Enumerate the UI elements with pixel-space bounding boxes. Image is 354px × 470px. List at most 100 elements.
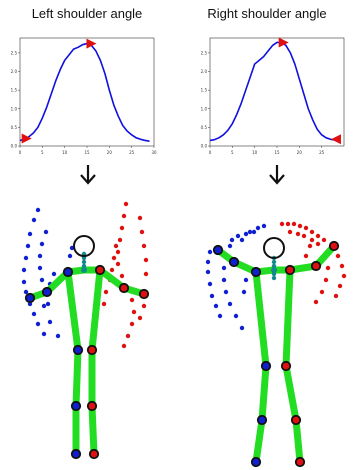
right-trajectory-dot [309,229,315,235]
plot-frame [209,37,345,147]
right-trajectory-dot [323,277,329,283]
skeleton-bone [258,362,270,424]
right-trajectory-dot [321,237,327,243]
x-tick-label: 15 [274,150,280,155]
x-tick-label: 5 [41,150,44,155]
y-tick-label: 1.0 [11,106,18,111]
right-trajectory-dot [319,289,325,295]
right-trajectory-dot [143,257,149,263]
skeleton-bone [252,416,266,466]
right-trajectory-dot [143,271,149,277]
left-trajectory-dot [251,229,257,235]
left-trajectory-dot [51,271,57,277]
right-trajectory-dot [129,321,135,327]
y-tick-label: 1.5 [11,88,18,93]
left-joint-marker [72,344,84,356]
right-pose-skeleton-figure [205,221,347,468]
left-trajectory-dot [217,313,223,319]
y-tick-label: 0.0 [11,144,18,149]
left-trajectory-dot [243,231,249,237]
left-trajectory-dot [37,265,43,271]
left-joint-marker [41,286,53,298]
right-joint-marker [280,360,292,372]
right-joint-marker [290,414,302,426]
right-joint-marker [284,264,296,276]
skeleton-bone [282,266,294,370]
right-trajectory-dot [285,221,291,227]
right-trajectory-dot [341,273,347,279]
right-trajectory-dot [335,253,341,259]
left-trajectory-dot [67,253,73,259]
right-trajectory-dot [141,303,147,309]
left-trajectory-dot [27,231,33,237]
frame-marker-arrow [21,133,32,144]
left-trajectory-dot [35,207,41,213]
left-trajectory-dot [261,223,267,229]
left-trajectory-dot [229,237,235,243]
right-trajectory-dot [101,301,107,307]
right-joint-marker [294,456,306,468]
right-trajectory-dot [123,201,129,207]
left-trajectory-dot [255,225,261,231]
left-trajectory-dot [233,313,239,319]
left-trajectory-dot [39,241,45,247]
left-trajectory-dot [227,243,233,249]
y-tick-label: 0.0 [201,144,208,149]
left-trajectory-dot [221,277,227,283]
right-trajectory-dot [103,289,109,295]
left-trajectory-dot [41,303,47,309]
right-trajectory-dot [325,265,331,271]
right-joint-marker [310,260,322,272]
y-tick-label: 2.0 [11,69,18,74]
left-trajectory-dot [21,267,27,273]
neck-trajectory-dot [271,275,277,281]
neck-trajectory-dot [81,259,87,265]
neck-trajectory-dot [271,271,277,277]
right-trajectory-dot [297,223,303,229]
head-circle [263,237,285,259]
right-trajectory-dot [131,309,137,315]
y-tick-label: 0.5 [11,125,18,130]
left-trajectory-dot [21,279,27,285]
left-pose-skeleton-figure [21,201,150,460]
plot-frame [19,37,155,147]
left-trajectory-dot [23,255,29,261]
skeleton-bone [282,362,300,424]
left-joint-marker [212,244,224,256]
left-joint-marker [70,448,82,460]
left-joint-marker [24,292,36,304]
skeleton-bone [292,416,304,466]
right-trajectory-dot [301,233,307,239]
x-tick-label: 30 [151,150,157,155]
right-trajectory-dot [295,231,301,237]
right-trajectory-dot [119,225,125,231]
left-trajectory-dot [47,319,53,325]
right-trajectory-dot [115,249,121,255]
right-trajectory-dot [109,267,115,273]
skeleton-bone [72,346,82,410]
right-joint-marker [328,240,340,252]
right-trajectory-dot [139,229,145,235]
x-tick-label: 15 [84,150,90,155]
right-trajectory-dot [337,283,343,289]
right-trajectory-dot [121,213,127,219]
left-trajectory-dot [31,217,37,223]
left-trajectory-dot [205,259,211,265]
y-tick-label: 1.5 [201,88,208,93]
right-panel-title: Right shoulder angle [207,6,327,21]
left-trajectory-dot [23,289,29,295]
right-trajectory-dot [113,243,119,249]
left-joint-marker [256,414,268,426]
left-joint-marker [260,360,272,372]
right-trajectory-dot [339,263,345,269]
left-trajectory-dot [35,321,41,327]
neck-trajectory-dot [271,259,277,265]
left-trajectory-dot [207,281,213,287]
left-trajectory-dot [239,325,245,331]
left-trajectory-dot [41,331,47,337]
x-tick-label: 20 [107,150,113,155]
x-tick-label: 25 [129,150,135,155]
right-joint-marker [118,282,130,294]
right-trajectory-dot [313,299,319,305]
y-tick-label: 2.5 [201,50,208,55]
